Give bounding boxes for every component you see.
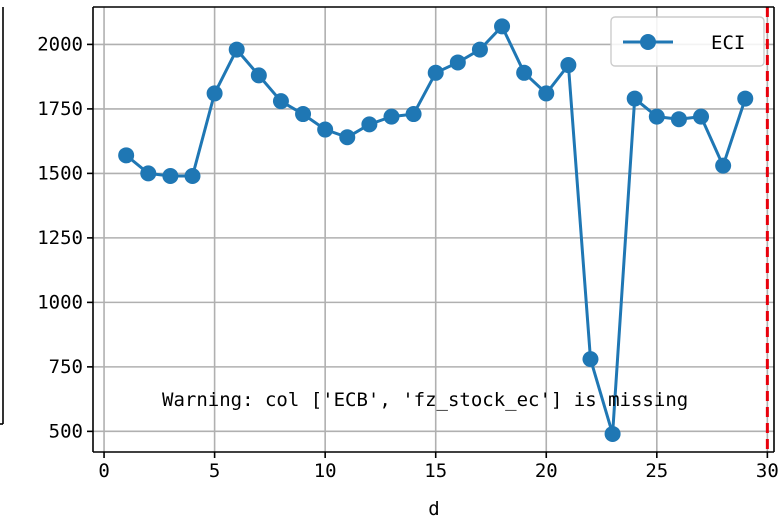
data-point (272, 93, 289, 110)
data-point (715, 157, 732, 174)
data-point (604, 425, 621, 442)
y-tick-label: 1750 (37, 98, 83, 120)
data-point (184, 167, 201, 184)
legend-label: ECI (711, 32, 745, 54)
x-tick-label: 25 (645, 460, 668, 482)
legend-box (610, 16, 765, 67)
y-tick-label: 2000 (37, 33, 83, 55)
series-layer (118, 18, 754, 442)
data-point (538, 85, 555, 102)
data-point (582, 351, 599, 368)
data-point (427, 64, 444, 81)
data-point (228, 41, 245, 58)
data-point (140, 165, 157, 182)
data-point (162, 167, 179, 184)
data-point (494, 18, 511, 35)
data-point (560, 57, 577, 74)
data-point (361, 116, 378, 133)
data-point (405, 106, 422, 123)
axes (92, 6, 775, 453)
data-point (737, 90, 754, 107)
data-point (693, 108, 710, 125)
x-axis-label: d (428, 498, 439, 520)
data-point (626, 90, 643, 107)
data-point (295, 106, 312, 123)
grid (93, 7, 774, 452)
data-point (118, 147, 135, 164)
data-point (670, 111, 687, 128)
x-tick-label: 5 (209, 460, 220, 482)
ticks: 0 5 10 15 20 25 30 500 750 1000 1250 1500 1750 2000 (37, 33, 779, 482)
data-point (449, 54, 466, 71)
x-tick-label: 0 (98, 460, 109, 482)
y-tick-label: 500 (49, 420, 83, 442)
legend-marker (640, 34, 656, 50)
data-point (317, 121, 334, 138)
data-point (471, 41, 488, 58)
data-point (206, 85, 223, 102)
x-tick-label: 20 (535, 460, 558, 482)
y-tick-label: 750 (49, 356, 83, 378)
y-tick-label: 1250 (37, 227, 83, 249)
y-tick-label: 1500 (37, 162, 83, 184)
data-point (250, 67, 267, 84)
y-tick-label: 1000 (37, 291, 83, 313)
warning-annotation: Warning: col ['ECB', 'fz_stock_ec'] is m… (162, 389, 688, 411)
data-point (516, 64, 533, 81)
data-point (339, 129, 356, 146)
data-point (383, 108, 400, 125)
legend: ECI (610, 16, 765, 67)
x-tick-label: 15 (424, 460, 447, 482)
x-tick-label: 10 (314, 460, 337, 482)
x-tick-label: 30 (756, 460, 779, 482)
data-point (648, 108, 665, 125)
